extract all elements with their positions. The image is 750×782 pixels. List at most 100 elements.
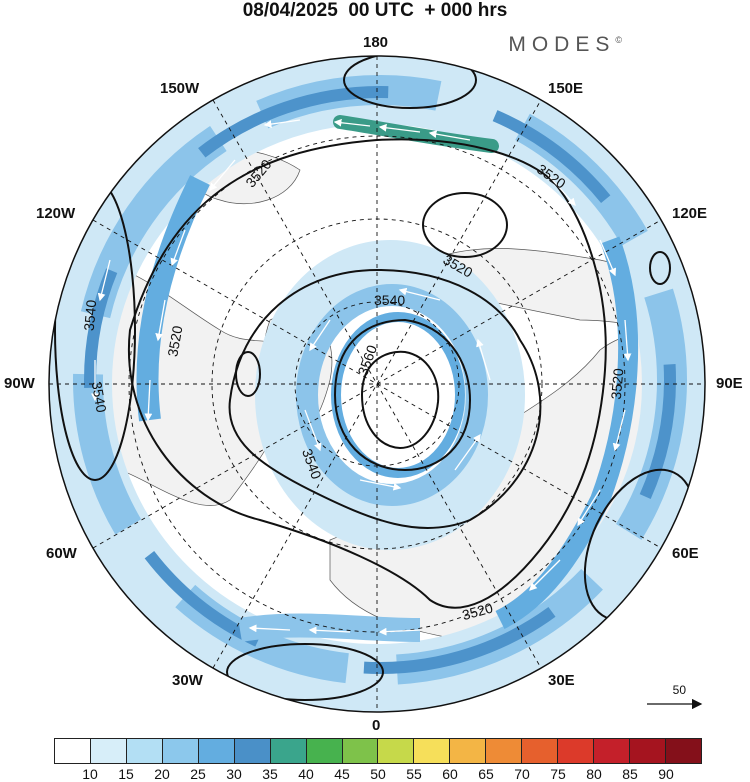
colorbar-tick-label: 40	[298, 766, 314, 782]
height-contours	[54, 56, 697, 701]
wind-arrow	[309, 319, 331, 352]
graticule	[49, 56, 705, 712]
wind-arrow	[612, 409, 626, 452]
map-disc	[49, 56, 705, 712]
copyright-mark: ©	[615, 35, 622, 45]
contour-label: 3520	[460, 600, 494, 624]
meridian-60w-120e	[92, 219, 662, 549]
colorbar-tick-label: 15	[118, 766, 134, 782]
colorbar-swatch	[270, 739, 307, 763]
colorbar-swatch	[450, 739, 487, 763]
colorbar-swatch	[414, 739, 451, 763]
modes-logo: MODES©	[508, 33, 622, 57]
wind-arrow	[170, 229, 186, 267]
colorbar-tick-label: 35	[262, 766, 278, 782]
wind-arrow	[428, 130, 471, 141]
colorbar-labels: 10 15 20 25 30 35 40 45 50 55 60 65 70 75 80 85 90	[54, 766, 702, 782]
colorbar-tick-label: 90	[658, 766, 674, 782]
reference-vector-label: 50	[672, 683, 686, 697]
lon-label-120e: 120E	[672, 205, 708, 222]
wind-arrow	[623, 319, 632, 362]
colorbar-tick-label: 70	[514, 766, 530, 782]
contour-label: 3540	[81, 299, 100, 332]
colorbar-swatch	[126, 739, 163, 763]
colorbar-swatch	[594, 739, 630, 763]
colorbar-tick-label: 10	[82, 766, 98, 782]
lon-label-90w: 90W	[4, 375, 35, 392]
colorbar-tick-label: 45	[334, 766, 350, 782]
contour-label: 3520	[608, 367, 627, 400]
wind-arrow	[547, 174, 576, 206]
colorbar-swatch	[198, 739, 235, 763]
wind-arrow	[97, 259, 111, 302]
contour-3540-greenland	[235, 351, 261, 397]
contour-label: 3520	[164, 324, 185, 358]
colorbar-tick-label: 65	[478, 766, 494, 782]
contour-3560-east	[649, 251, 671, 285]
wind-arrow	[308, 626, 351, 635]
contour-3520-atlantic	[226, 643, 384, 701]
meridian-150w-30e	[212, 99, 542, 669]
reference-vector-arrow	[647, 698, 703, 710]
wind-arrow	[155, 299, 166, 342]
colorbar-tick-label: 50	[370, 766, 386, 782]
colorbar-swatch	[162, 739, 199, 763]
lon-label-30w: 30W	[172, 672, 203, 689]
colorbar-swatch	[306, 739, 343, 763]
map-boundary	[48, 55, 706, 713]
meridian-120w-60e	[92, 219, 662, 549]
colorbar-swatch	[90, 739, 127, 763]
wind-arrow	[263, 119, 301, 128]
colorbar-tick-label: 55	[406, 766, 422, 782]
wind-speed-colorbar	[54, 738, 702, 764]
lon-label-0: 0	[372, 717, 381, 734]
wind-arrow	[248, 624, 291, 633]
wind-arrow	[454, 433, 481, 471]
colorbar-swatch	[342, 739, 379, 763]
wind-arrow	[378, 627, 421, 636]
wind-arrow	[476, 338, 491, 381]
colorbar-tick-label: 25	[190, 766, 206, 782]
colorbar-swatch	[378, 739, 415, 763]
lon-label-180: 180	[363, 34, 389, 51]
wind-arrow	[359, 479, 402, 491]
brand-text: MODES	[508, 33, 616, 56]
colorbar-swatch	[665, 739, 701, 763]
lon-label-60e: 60E	[672, 545, 699, 562]
meridian-30w-150e	[212, 99, 542, 669]
lon-label-90e: 90E	[716, 375, 743, 392]
contour-3540-middle	[228, 268, 542, 530]
lon-label-150w: 150W	[160, 80, 200, 97]
contour-label-layer: 3520 3520 3520 3540 3540 3540 3560 3520 …	[81, 156, 627, 623]
contour-vortex-core	[360, 350, 440, 450]
wind-arrow	[378, 123, 421, 133]
contour-label: 3540	[374, 292, 405, 308]
wind-arrow	[209, 159, 236, 191]
wind-arrow	[599, 239, 617, 277]
colorbar-tick-label: 60	[442, 766, 458, 782]
wind-arrow	[398, 287, 441, 301]
colorbar-tick-label: 30	[226, 766, 242, 782]
colorbar-tick-label: 85	[622, 766, 638, 782]
wind-arrow	[529, 559, 561, 591]
colorbar-swatch	[630, 739, 666, 763]
contour-3560	[333, 318, 472, 472]
wind-vectors	[91, 118, 632, 636]
colorbar-tick-label: 20	[154, 766, 170, 782]
colorbar-swatch	[558, 739, 595, 763]
colorbar-tick-label: 75	[550, 766, 566, 782]
colorbar-swatch	[234, 739, 271, 763]
colorbar-swatch	[55, 739, 91, 763]
lon-label-150e: 150E	[548, 80, 584, 97]
wind-arrow	[333, 118, 371, 127]
colorbar-swatch	[522, 739, 559, 763]
colorbar-swatch	[486, 739, 523, 763]
lon-label-60w: 60W	[46, 545, 77, 562]
wind-arrow	[577, 489, 601, 527]
wind-arrow	[304, 409, 322, 452]
contour-label: 3540	[89, 380, 110, 414]
lon-label-30e: 30E	[548, 672, 575, 689]
jet-east-branch	[495, 236, 639, 629]
contour-3520-siberia	[422, 192, 508, 258]
